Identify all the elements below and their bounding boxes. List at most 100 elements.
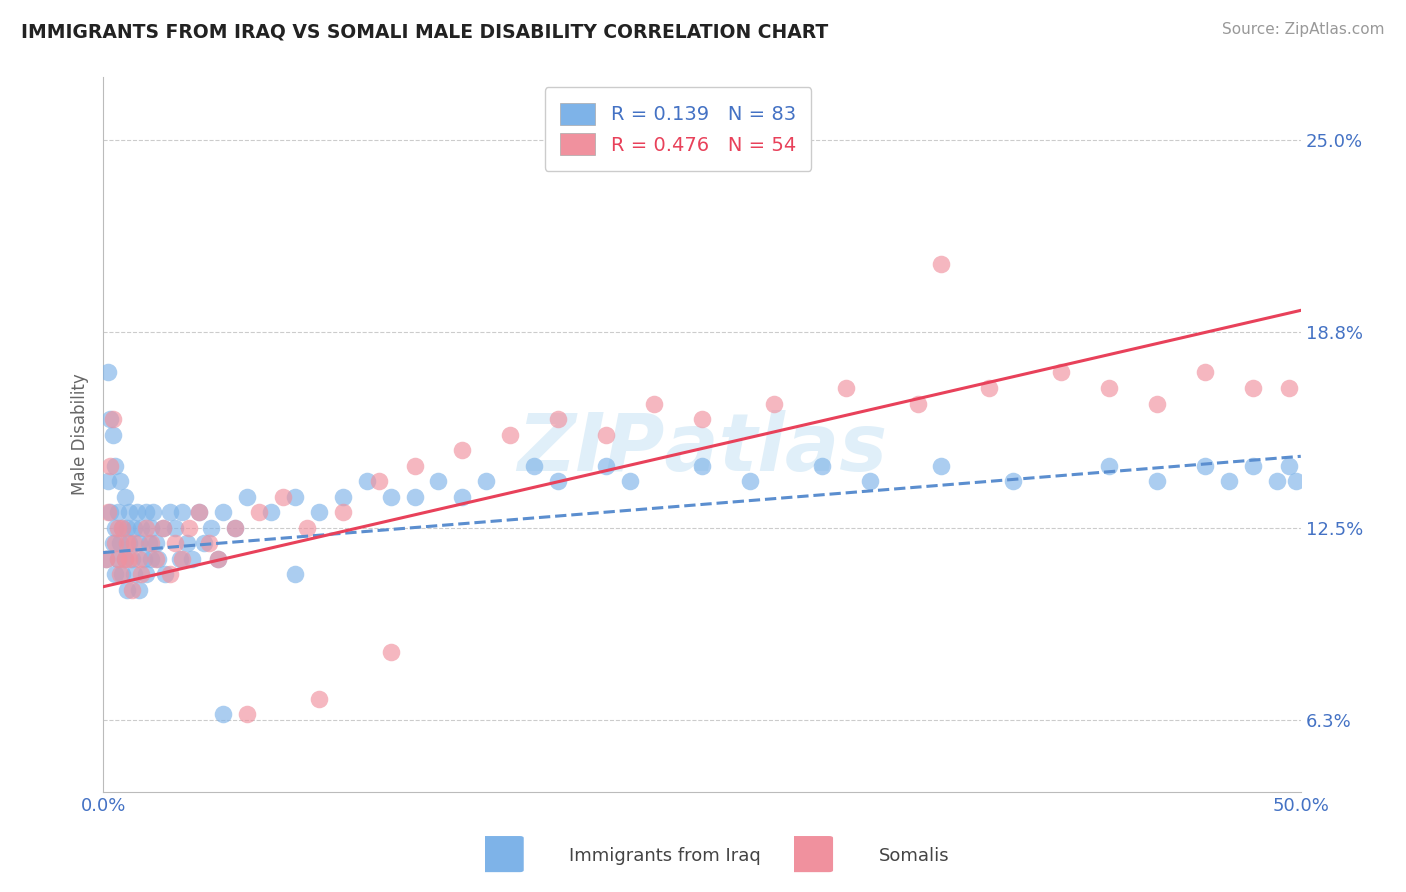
Point — [138, 536, 160, 550]
Point — [128, 551, 150, 566]
Point — [308, 691, 330, 706]
Point — [104, 458, 127, 473]
Text: ZIP​atlas: ZIP​atlas — [517, 409, 887, 488]
Point — [101, 427, 124, 442]
Point — [207, 551, 229, 566]
FancyBboxPatch shape — [481, 836, 523, 872]
Point — [131, 521, 153, 535]
Point — [523, 458, 546, 473]
Point — [207, 551, 229, 566]
Point — [155, 567, 177, 582]
Point — [101, 536, 124, 550]
Point — [404, 490, 426, 504]
Point — [145, 551, 167, 566]
Point — [931, 458, 953, 473]
Point — [176, 536, 198, 550]
Point — [738, 474, 761, 488]
Point — [1241, 458, 1264, 473]
Point — [118, 536, 141, 550]
Point — [859, 474, 882, 488]
Point — [159, 505, 181, 519]
Point — [163, 521, 186, 535]
Point — [172, 551, 194, 566]
Point — [236, 707, 259, 722]
Point — [931, 257, 953, 271]
Point — [101, 412, 124, 426]
Point — [152, 521, 174, 535]
Point — [499, 427, 522, 442]
Point — [260, 505, 283, 519]
Point — [643, 396, 665, 410]
Point — [114, 551, 136, 566]
Point — [1098, 381, 1121, 395]
Point — [619, 474, 641, 488]
Point — [224, 521, 246, 535]
Point — [1194, 366, 1216, 380]
Point — [172, 505, 194, 519]
Point — [132, 551, 155, 566]
Point — [104, 567, 127, 582]
Point — [115, 521, 138, 535]
Point — [111, 567, 134, 582]
Text: Source: ZipAtlas.com: Source: ZipAtlas.com — [1222, 22, 1385, 37]
Point — [1194, 458, 1216, 473]
Point — [332, 490, 354, 504]
Point — [107, 551, 129, 566]
Point — [122, 567, 145, 582]
Point — [135, 521, 157, 535]
Point — [108, 474, 131, 488]
Point — [111, 521, 134, 535]
Point — [271, 490, 294, 504]
Point — [114, 490, 136, 504]
Point — [135, 567, 157, 582]
Point — [139, 551, 162, 566]
Point — [367, 474, 389, 488]
Point — [187, 505, 209, 519]
Point — [690, 412, 713, 426]
Point — [118, 505, 141, 519]
Point — [547, 412, 569, 426]
Point — [98, 458, 121, 473]
Point — [180, 551, 202, 566]
Point — [810, 458, 832, 473]
Point — [111, 521, 134, 535]
Point — [139, 521, 162, 535]
Point — [212, 707, 235, 722]
Point — [308, 505, 330, 519]
Point — [121, 582, 143, 597]
Point — [1218, 474, 1240, 488]
Point — [128, 582, 150, 597]
Point — [122, 521, 145, 535]
Point — [114, 551, 136, 566]
Point — [118, 551, 141, 566]
Point — [295, 521, 318, 535]
Point — [163, 536, 186, 550]
Point — [404, 458, 426, 473]
FancyBboxPatch shape — [790, 836, 832, 872]
Point — [200, 521, 222, 535]
Point — [94, 551, 117, 566]
Point — [159, 567, 181, 582]
Point — [107, 505, 129, 519]
Point — [94, 551, 117, 566]
Point — [1278, 381, 1301, 395]
Point — [1278, 458, 1301, 473]
Point — [139, 536, 162, 550]
Point — [907, 396, 929, 410]
Point — [332, 505, 354, 519]
Text: IMMIGRANTS FROM IRAQ VS SOMALI MALE DISABILITY CORRELATION CHART: IMMIGRANTS FROM IRAQ VS SOMALI MALE DISA… — [21, 22, 828, 41]
Point — [152, 521, 174, 535]
Point — [1050, 366, 1073, 380]
Y-axis label: Male Disability: Male Disability — [72, 374, 89, 495]
Point — [122, 536, 145, 550]
Point — [97, 366, 120, 380]
Point — [142, 505, 165, 519]
Point — [98, 412, 121, 426]
Point — [595, 427, 617, 442]
Point — [224, 521, 246, 535]
Point — [108, 536, 131, 550]
Point — [212, 505, 235, 519]
Point — [179, 521, 201, 535]
Point — [115, 582, 138, 597]
Point — [197, 536, 219, 550]
